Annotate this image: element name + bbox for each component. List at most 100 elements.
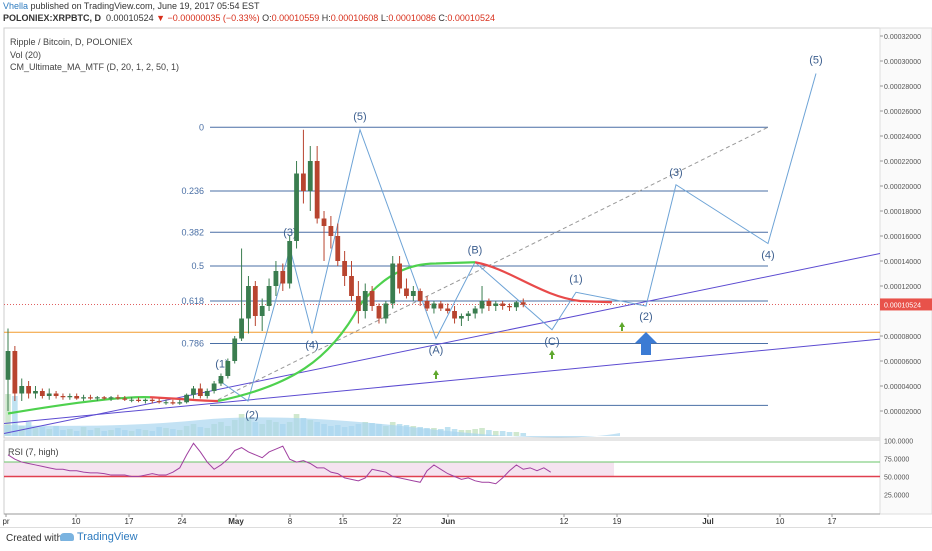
x-axis-label: 10 [776,517,785,526]
wave-label: (2) [639,311,652,323]
volume-bar [520,433,527,436]
candle-body [218,376,224,384]
wave-label: (4) [305,340,318,352]
volume-bar [472,429,478,436]
candle-body [74,396,80,399]
rsi-line [7,442,551,485]
candle-body [259,306,265,316]
fib-level-label: 0.236 [181,186,204,196]
wave-label: (B) [468,245,483,257]
x-axis-label: Jun [441,517,455,526]
candle-body [197,388,203,396]
close-label: C: [438,13,448,23]
candle-body [493,303,499,306]
candle-body [81,397,86,399]
candle-body [507,306,512,308]
rsi-axis-label: 100.0000 [884,438,913,445]
price-axis-panel [879,27,932,515]
author-link[interactable]: Vhella [3,1,29,11]
volume-bar [492,431,499,436]
symbol-line: POLONIEX:XRPBTC, D 0.00010524 ▼ −0.00000… [3,13,495,23]
chart-canvas[interactable]: 0.00032000 0.00030000 0.00028000 0.00026000… [0,0,932,527]
candle-body [280,271,286,284]
candle-body [67,396,73,398]
rsi-axis-label: 50.0000 [884,475,909,482]
tradingview-brand: TradingView [77,531,138,543]
candle-body [355,296,361,311]
wave-label: (5) [353,111,366,123]
candle-body [294,173,299,241]
wave-label: (1) [569,273,582,285]
wave-label: (5) [809,55,822,67]
candle-body [500,303,506,306]
tradingview-link[interactable]: TradingView [60,531,138,543]
price-change: −0.00000035 (−0.33%) [167,13,260,23]
candle-body [184,394,190,403]
legend-rsi: RSI (7, high) [8,447,59,457]
price-axis-label: 0.00018000 [884,209,921,216]
price-axis-label: 0.00008000 [884,334,921,341]
candle-body [232,338,238,361]
wave-label: (2) [245,410,258,422]
price-axis-label: 0.00006000 [884,359,921,366]
candle-body [417,291,423,301]
fib-diagonal-dashed [217,126,769,401]
x-axis-label: 8 [288,517,293,526]
small-up-arrow-icon [433,370,439,379]
x-axis-label: 19 [613,517,622,526]
candle-body [321,218,327,226]
candle-body [513,302,519,308]
candle-body [383,303,389,319]
candle-body [465,313,471,316]
candle-body [376,306,382,319]
fib-level-label: 0.382 [181,227,204,237]
candle-body [60,396,66,398]
candle-body [191,388,196,395]
candle-body [314,161,320,219]
candle-body [472,308,478,314]
price-axis-label: 0.00032000 [884,34,921,41]
x-axis-label: 22 [393,517,402,526]
volume-bar [513,432,520,436]
candle-body [129,399,135,401]
x-axis-label: May [228,517,244,526]
candle-body [287,241,293,284]
current-price-tag [880,298,932,311]
high-label: H: [321,13,331,23]
candle-body [301,173,306,191]
low-value: 0.00010086 [388,13,436,23]
candle-body [101,397,107,399]
legend-volume: Vol (20) [10,50,42,60]
candle-body [149,399,155,401]
candle-body [53,393,59,396]
trend-line-lower [3,338,881,424]
candle-body [39,391,45,396]
x-axis-label: 17 [828,517,837,526]
tradingview-logo-icon [60,533,74,542]
rsi-axis-label: 75.0000 [884,456,909,463]
price-axis-label: 0.00024000 [884,134,921,141]
candle-body [459,316,464,319]
candle-body [156,401,162,403]
price-axis-label: 0.00014000 [884,259,921,266]
close-value: 0.00010524 [447,13,495,23]
open-value: 0.00010559 [271,13,320,23]
candle-body [431,303,437,309]
candle-body [335,236,341,261]
price-axis-label: 0.00004000 [884,384,921,391]
candle-body [170,402,176,404]
candle-body [211,383,217,391]
wave-label: (3) [283,227,296,239]
candle-body [143,399,148,401]
candle-body [438,303,444,309]
candle-body [424,301,430,309]
candle-body [19,386,25,394]
candle-body [390,263,396,304]
legend-title: Ripple / Bitcoin, D, POLONIEX [10,37,133,47]
candle-body [246,286,251,319]
candle-body [349,276,354,296]
candle-body [108,397,114,399]
down-triangle-icon: ▼ [156,13,166,23]
x-axis-label: 15 [339,517,348,526]
fib-level-label: 0.618 [181,296,204,306]
